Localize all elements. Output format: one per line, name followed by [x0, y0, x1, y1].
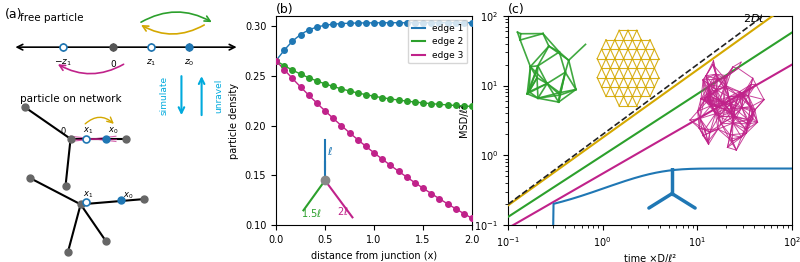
Text: particle on network: particle on network: [20, 94, 122, 104]
Text: $z_1$: $z_1$: [146, 58, 156, 68]
Text: $1.5\ell$: $1.5\ell$: [302, 207, 322, 219]
Text: $0$: $0$: [110, 58, 117, 69]
Text: $x_1$: $x_1$: [83, 189, 94, 200]
X-axis label: time ×D/ℓ²: time ×D/ℓ²: [624, 254, 676, 262]
Legend: edge 1, edge 2, edge 3: edge 1, edge 2, edge 3: [408, 20, 467, 63]
Text: $2Dt$: $2Dt$: [742, 13, 765, 24]
Y-axis label: MSD/ℓ²: MSD/ℓ²: [459, 104, 469, 137]
Text: $z_0$: $z_0$: [184, 58, 194, 68]
Text: free particle: free particle: [20, 13, 84, 23]
Text: (b): (b): [276, 3, 294, 16]
Text: unravel: unravel: [214, 78, 223, 113]
Text: $2\ell$: $2\ell$: [337, 205, 349, 217]
Text: (a): (a): [5, 8, 22, 21]
Text: $x_1$: $x_1$: [83, 125, 94, 136]
Text: $x_0$: $x_0$: [123, 191, 134, 201]
Text: $-z_1$: $-z_1$: [54, 58, 72, 68]
Y-axis label: particle density: particle density: [229, 83, 239, 159]
Text: (c): (c): [508, 3, 525, 16]
Text: $x_0$: $x_0$: [108, 125, 119, 136]
Text: $0$: $0$: [61, 125, 67, 136]
Text: $\ell$: $\ell$: [327, 145, 333, 157]
X-axis label: distance from junction (x): distance from junction (x): [311, 250, 437, 261]
Text: simulate: simulate: [160, 76, 169, 115]
